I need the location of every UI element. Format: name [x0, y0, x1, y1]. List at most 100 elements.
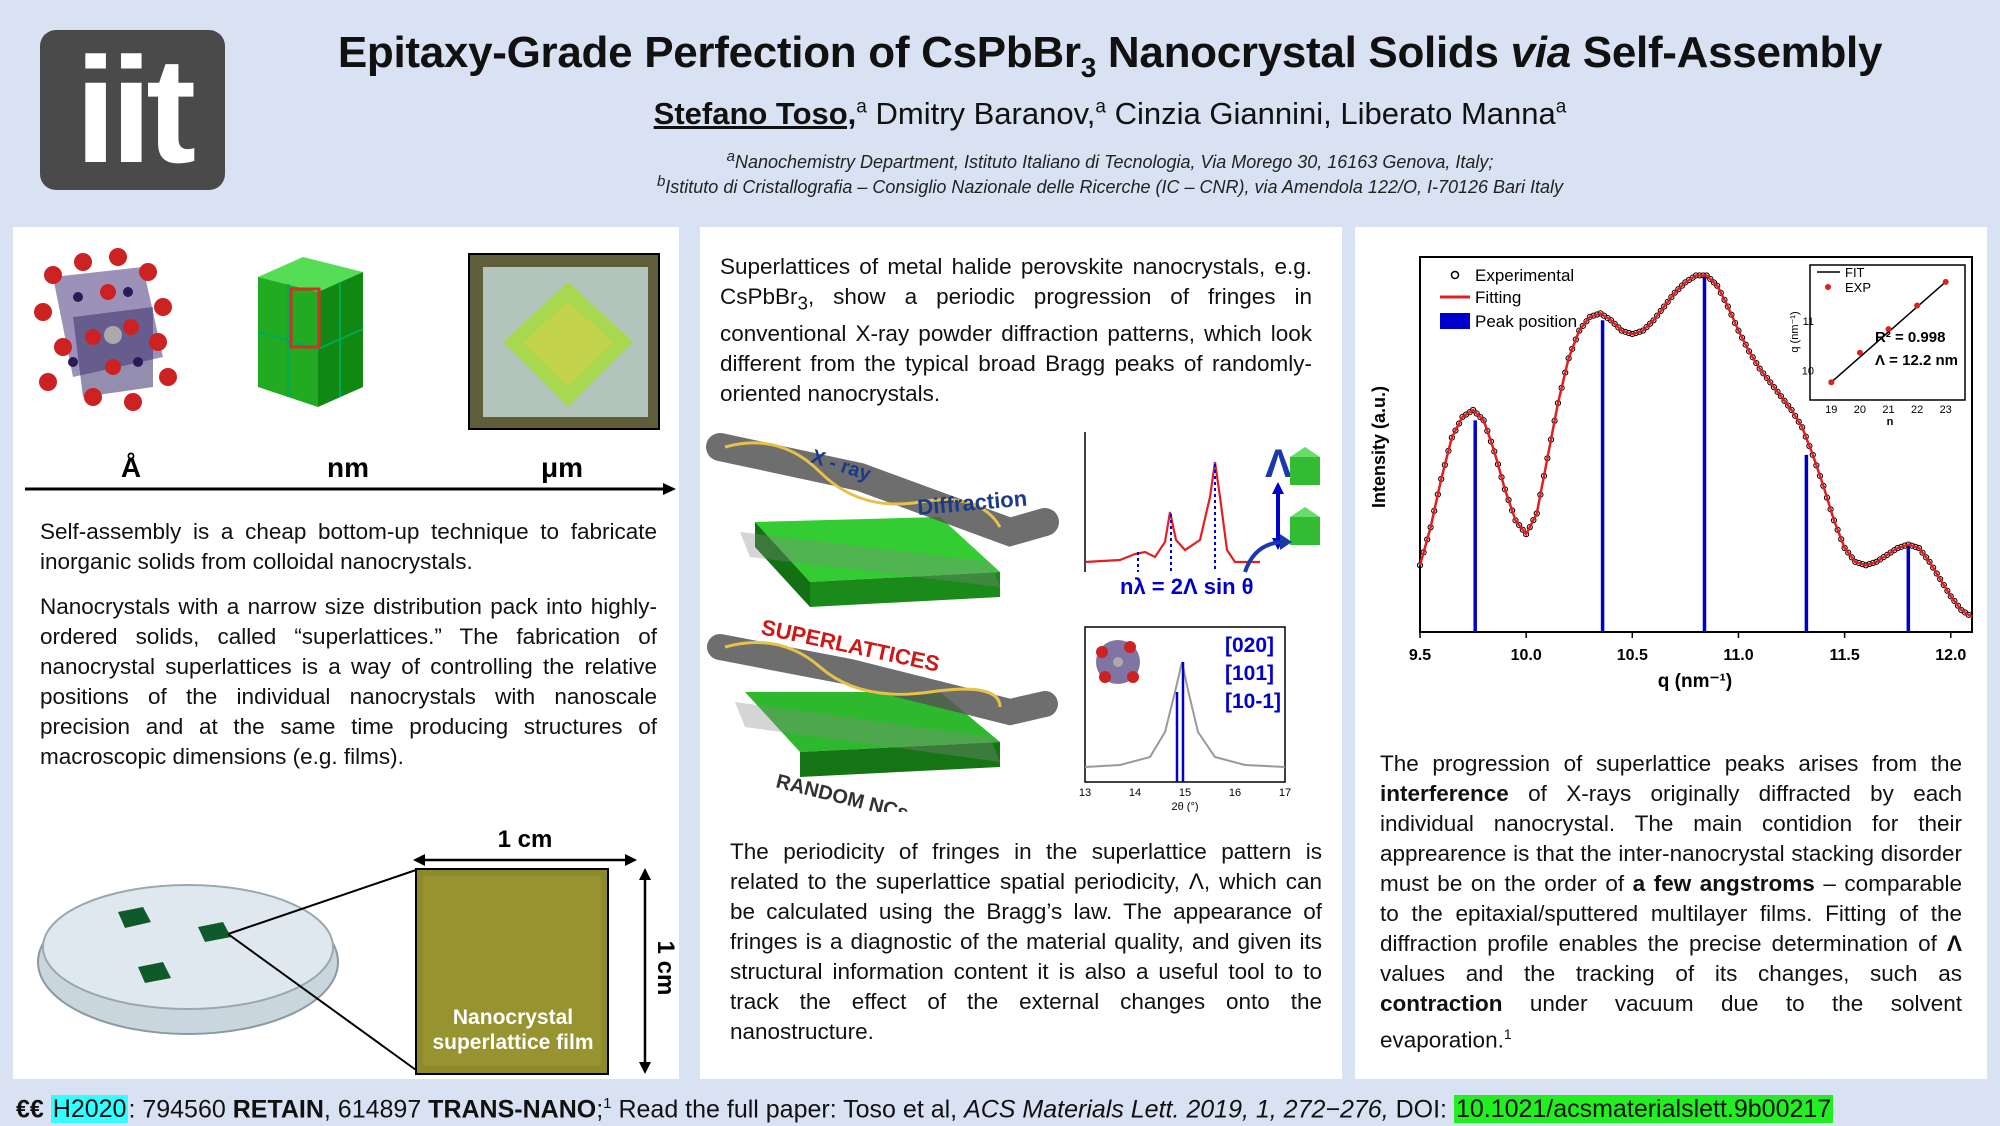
iit-logo: iit	[40, 30, 225, 190]
middle-panel: Superlattices of metal halide perovskite…	[700, 227, 1342, 1079]
atomic-structure-icon	[34, 248, 177, 411]
svg-text:FIT: FIT	[1845, 265, 1865, 280]
exp-point	[1940, 581, 1947, 589]
exp-point	[1947, 593, 1954, 600]
inset-x-tick: 20	[1854, 404, 1866, 416]
fit-line	[1418, 274, 1973, 619]
inset-point	[1856, 349, 1863, 356]
exp-point	[1923, 554, 1930, 561]
exp-point	[1756, 365, 1763, 372]
scale-label-nm: nm	[327, 452, 369, 483]
exp-point	[1650, 317, 1657, 324]
affiliation-a: aNanochemistry Department, Istituto Ital…	[726, 148, 1494, 172]
doi-link[interactable]: 10.1021/acsmaterialslett.9b00217	[1453, 1095, 1834, 1124]
exp-point	[1753, 359, 1760, 367]
chart-legend: Experimental Fitting Peak position	[1440, 266, 1577, 331]
exp-point	[1657, 307, 1664, 315]
exp-point	[1643, 324, 1650, 331]
exp-point	[1848, 554, 1855, 561]
chart-ylabel: Intensity (a.u.)	[1369, 386, 1389, 508]
exp-point	[1937, 575, 1944, 583]
exp-point	[1710, 279, 1717, 286]
exp-point	[1675, 286, 1682, 293]
inset-xlabel: n	[1887, 416, 1894, 428]
film-label-line1: Nanocrystal	[453, 1006, 573, 1029]
exp-point	[1760, 370, 1767, 377]
inset-r2: R² = 0.998	[1875, 329, 1945, 346]
exp-point	[1647, 320, 1654, 327]
exp-point	[1678, 282, 1686, 289]
inset-ylabel: q (nm⁻¹)	[1789, 311, 1801, 352]
miller-101: [101]	[1225, 662, 1274, 685]
random-ncs-label: RANDOM NCs	[774, 771, 911, 812]
exp-point	[1668, 294, 1675, 301]
exp-point	[1788, 406, 1795, 414]
dim-vertical: 1 cm	[652, 941, 679, 996]
mid-inset-tick: 13	[1079, 787, 1091, 799]
nanocrystal-structure-icon	[1096, 640, 1140, 684]
exp-point	[1579, 322, 1586, 330]
svg-text:EXP: EXP	[1845, 280, 1871, 295]
scale-figure: Å nm μm	[25, 248, 676, 495]
inset-x-tick: 23	[1940, 404, 1952, 416]
svg-text:Peak position: Peak position	[1475, 312, 1577, 331]
exp-point	[1473, 410, 1480, 417]
x-tick-label: 11.5	[1829, 647, 1859, 664]
exp-point	[1954, 602, 1962, 609]
x-tick-label: 12.0	[1935, 647, 1966, 664]
inset-y-tick: 10	[1802, 365, 1814, 377]
exp-point	[1607, 317, 1615, 324]
bragg-equation: nλ = 2Λ sin θ	[1120, 574, 1254, 599]
inset-x-tick: 19	[1825, 404, 1837, 416]
author-list: Stefano Toso,a Dmitry Baranov,a Cinzia G…	[653, 96, 1567, 131]
inset-point	[1885, 326, 1892, 333]
chart-frame	[1419, 256, 1973, 633]
superlattice-pattern-plot: nλ = 2Λ sin θ Λ	[1084, 432, 1320, 599]
random-nc-slab-icon	[735, 692, 1000, 777]
microscopy-image	[468, 253, 660, 430]
exp-point	[1933, 570, 1940, 577]
exp-point	[1845, 549, 1852, 556]
exp-point	[1774, 388, 1781, 395]
mid-inset-tick: 14	[1129, 787, 1141, 799]
svg-text:Fitting: Fitting	[1475, 288, 1521, 307]
inset-xlabel: 2θ (°)	[1171, 801, 1198, 812]
exp-point	[1770, 383, 1778, 391]
inset-x-tick: 22	[1911, 404, 1923, 416]
mid-inset-tick: 15	[1179, 787, 1191, 799]
exp-point	[1615, 324, 1622, 331]
mid-inset-tick: 17	[1279, 787, 1291, 799]
mid-para-bottom: The periodicity of fringes in the superl…	[730, 839, 1322, 1044]
exp-point	[1792, 412, 1799, 419]
inset-point	[1942, 278, 1949, 285]
exp-point	[1926, 558, 1933, 565]
exp-point	[1707, 275, 1714, 283]
left-para-2: Nanocrystals with a narrow size distribu…	[40, 594, 657, 769]
exp-point	[1661, 303, 1668, 310]
exp-point	[1664, 298, 1671, 305]
exp-point	[1965, 611, 1972, 618]
exp-point	[1767, 379, 1774, 386]
nanocube-assembly-icon	[257, 257, 364, 407]
film-figure: Nanocrystal superlattice film 1 cm 1 cm	[37, 826, 679, 1075]
exp-point	[1477, 413, 1484, 421]
exp-point	[1795, 418, 1802, 425]
inset-point	[1914, 302, 1921, 309]
exp-point	[1919, 549, 1926, 556]
exp-point	[1583, 318, 1590, 325]
inset-point	[1828, 379, 1835, 386]
svg-text:Experimental: Experimental	[1475, 266, 1574, 285]
miller-020: [020]	[1225, 634, 1274, 657]
left-panel: Å nm μm Self-assembly is a cheap bottom-…	[13, 227, 679, 1079]
x-tick-label: 10.0	[1511, 647, 1542, 664]
presenter-name: Stefano Toso,	[653, 96, 857, 131]
mid-inset-tick: 16	[1229, 787, 1241, 799]
exp-point	[1516, 521, 1523, 529]
left-para-1: Self-assembly is a cheap bottom-up techn…	[40, 519, 657, 574]
exp-point	[1749, 354, 1756, 361]
exp-point	[1611, 320, 1618, 327]
superlattice-slab-icon	[740, 517, 1000, 607]
inset-y-tick: 11	[1803, 316, 1814, 328]
exp-point	[1944, 587, 1951, 594]
x-tick-label: 9.5	[1409, 647, 1431, 664]
